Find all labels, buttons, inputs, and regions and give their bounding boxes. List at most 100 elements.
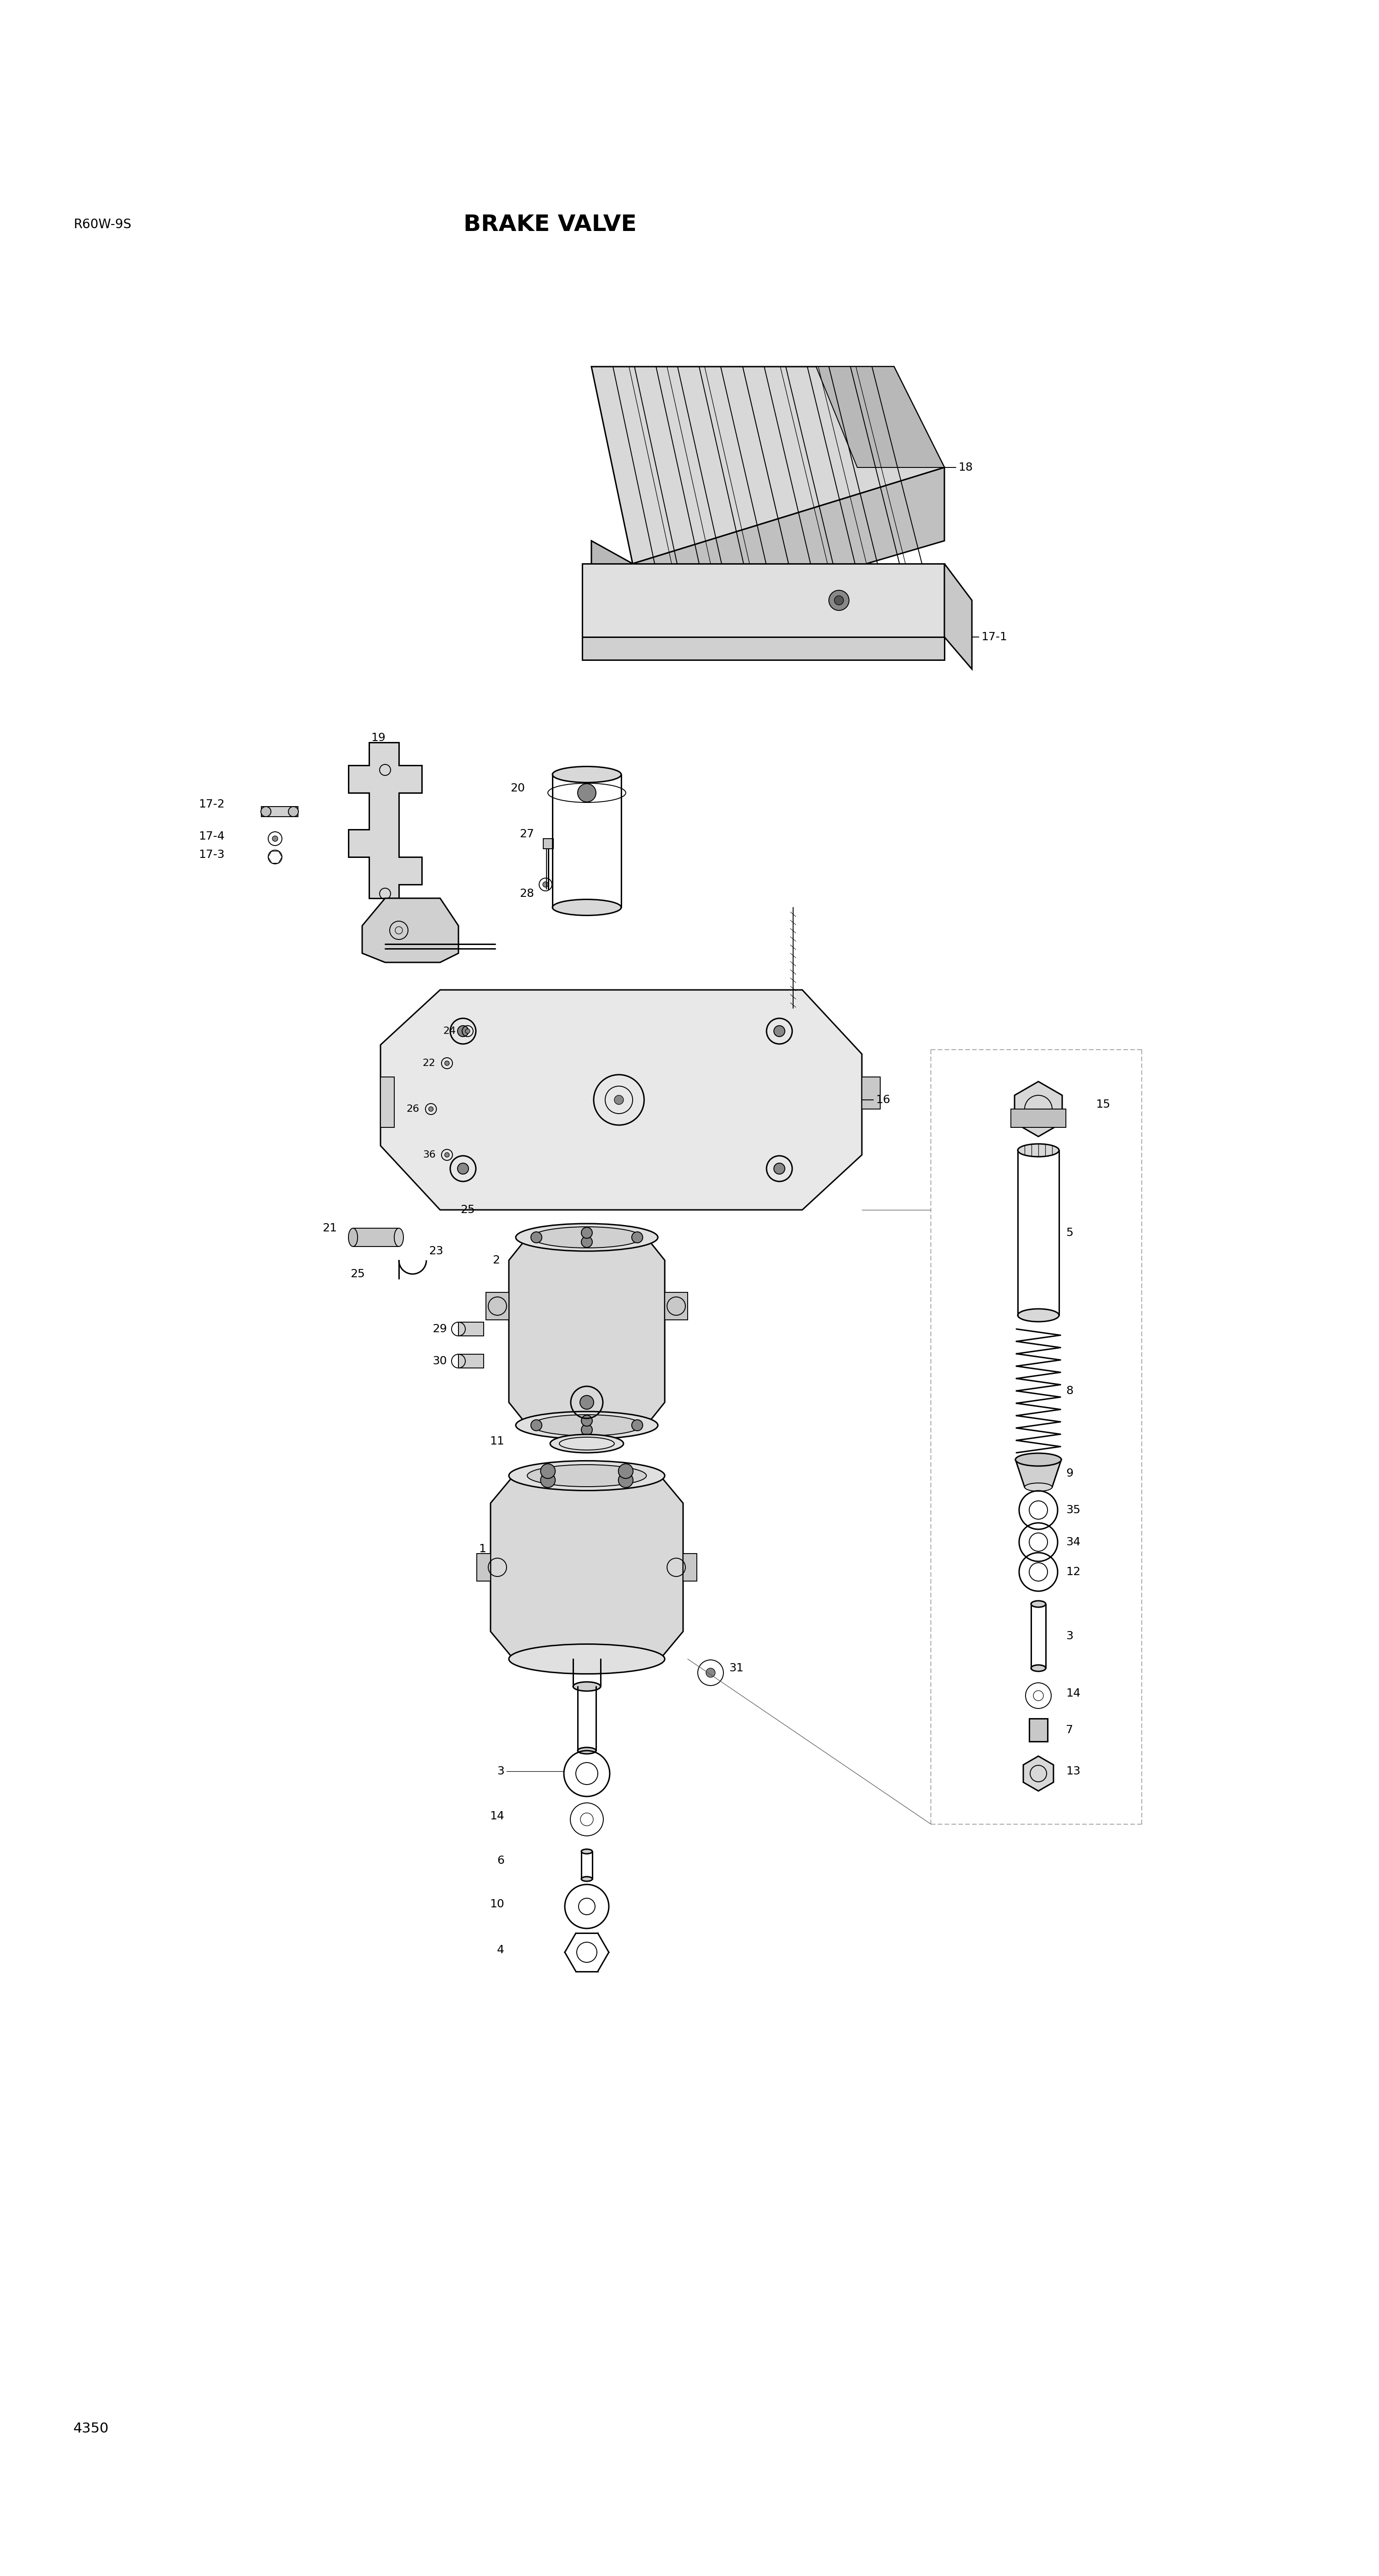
Circle shape <box>774 1025 785 1036</box>
Circle shape <box>582 1425 593 1435</box>
Circle shape <box>582 1414 593 1427</box>
Polygon shape <box>381 989 862 1211</box>
Circle shape <box>465 1028 470 1033</box>
Text: 3: 3 <box>496 1765 505 1777</box>
Circle shape <box>541 1473 556 1486</box>
Ellipse shape <box>1015 1453 1062 1466</box>
Text: 27: 27 <box>520 829 534 840</box>
Polygon shape <box>1011 1110 1066 1128</box>
Text: 4: 4 <box>496 1945 505 1955</box>
Circle shape <box>774 1164 785 1175</box>
Polygon shape <box>1015 1082 1062 1136</box>
Polygon shape <box>862 1077 880 1110</box>
Bar <box>1029 1718 1048 1741</box>
Text: 12: 12 <box>1066 1566 1081 1577</box>
Text: 5: 5 <box>1066 1226 1073 1239</box>
Text: 3: 3 <box>1066 1631 1073 1641</box>
Circle shape <box>834 595 844 605</box>
Text: 25: 25 <box>461 1206 474 1216</box>
Text: 23: 23 <box>429 1247 443 1257</box>
Circle shape <box>261 806 270 817</box>
Bar <box>543 840 553 848</box>
Ellipse shape <box>509 1461 665 1492</box>
Polygon shape <box>349 742 422 899</box>
Polygon shape <box>381 1077 394 1128</box>
Ellipse shape <box>1031 1600 1045 1607</box>
Polygon shape <box>353 1229 399 1247</box>
Text: 17-1: 17-1 <box>980 631 1007 641</box>
Text: 19: 19 <box>371 732 386 744</box>
Circle shape <box>444 1151 450 1157</box>
Text: 17-2: 17-2 <box>199 799 225 809</box>
Ellipse shape <box>574 1682 601 1690</box>
Bar <box>458 1355 484 1368</box>
Text: 24: 24 <box>443 1028 456 1036</box>
Polygon shape <box>509 1236 665 1425</box>
Circle shape <box>458 1025 469 1036</box>
Polygon shape <box>1015 1461 1062 1486</box>
Circle shape <box>614 1095 623 1105</box>
Text: 7: 7 <box>1066 1723 1073 1736</box>
Circle shape <box>632 1419 643 1430</box>
Bar <box>458 1321 484 1337</box>
Polygon shape <box>582 636 945 659</box>
Circle shape <box>578 783 596 801</box>
Text: 16: 16 <box>876 1095 891 1105</box>
Text: 8: 8 <box>1066 1386 1073 1396</box>
Polygon shape <box>485 1293 509 1319</box>
Text: 4350: 4350 <box>73 2421 109 2434</box>
Ellipse shape <box>1025 1484 1052 1492</box>
Text: 15: 15 <box>1096 1100 1110 1110</box>
Circle shape <box>618 1463 633 1479</box>
Ellipse shape <box>509 1643 665 1674</box>
Text: 22: 22 <box>422 1059 436 1069</box>
Ellipse shape <box>582 1850 593 1855</box>
Text: 25: 25 <box>350 1267 365 1280</box>
Text: 18: 18 <box>958 461 972 474</box>
Circle shape <box>541 1463 556 1479</box>
Circle shape <box>632 1231 643 1242</box>
Polygon shape <box>592 366 945 564</box>
Ellipse shape <box>582 1878 593 1880</box>
Ellipse shape <box>1018 1144 1059 1157</box>
Ellipse shape <box>553 768 621 783</box>
Text: 1: 1 <box>479 1543 485 1553</box>
Circle shape <box>582 1236 593 1247</box>
Text: 17-4: 17-4 <box>199 832 225 842</box>
Text: 34: 34 <box>1066 1538 1081 1548</box>
Text: 28: 28 <box>520 889 534 899</box>
Text: BRAKE VALVE: BRAKE VALVE <box>463 214 637 234</box>
Polygon shape <box>363 899 458 963</box>
Ellipse shape <box>553 899 621 914</box>
Polygon shape <box>592 541 633 634</box>
Text: 35: 35 <box>1066 1504 1080 1515</box>
Ellipse shape <box>516 1224 658 1252</box>
Circle shape <box>618 1473 633 1486</box>
Text: 30: 30 <box>433 1355 447 1368</box>
Text: 14: 14 <box>490 1811 505 1821</box>
Text: 21: 21 <box>323 1224 336 1234</box>
Circle shape <box>543 881 549 886</box>
Polygon shape <box>816 366 945 466</box>
Polygon shape <box>582 564 945 636</box>
Bar <box>683 1553 696 1582</box>
Polygon shape <box>633 466 945 634</box>
Circle shape <box>829 590 849 611</box>
Text: 36: 36 <box>422 1151 436 1159</box>
Ellipse shape <box>578 1747 596 1754</box>
Text: 6: 6 <box>496 1855 505 1865</box>
Circle shape <box>582 1226 593 1239</box>
Circle shape <box>444 1061 450 1066</box>
Text: 13: 13 <box>1066 1765 1080 1777</box>
Circle shape <box>429 1108 433 1110</box>
Circle shape <box>272 835 277 842</box>
Polygon shape <box>1023 1757 1054 1790</box>
Polygon shape <box>945 564 972 670</box>
Ellipse shape <box>349 1229 357 1247</box>
Ellipse shape <box>516 1412 658 1440</box>
Bar <box>477 1553 491 1582</box>
Polygon shape <box>491 1476 683 1659</box>
Ellipse shape <box>527 1466 647 1486</box>
Circle shape <box>458 1164 469 1175</box>
Ellipse shape <box>550 1435 623 1453</box>
